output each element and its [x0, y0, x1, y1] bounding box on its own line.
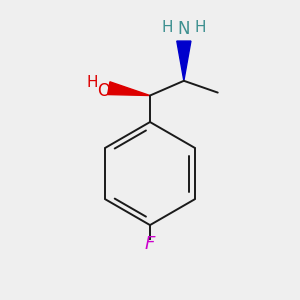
- Text: N: N: [178, 20, 190, 38]
- Text: H: H: [194, 20, 206, 35]
- Text: H: H: [162, 20, 173, 35]
- Polygon shape: [108, 82, 150, 95]
- Polygon shape: [177, 41, 191, 81]
- Text: H: H: [87, 75, 98, 90]
- Text: F: F: [145, 235, 155, 253]
- Text: O: O: [97, 82, 110, 100]
